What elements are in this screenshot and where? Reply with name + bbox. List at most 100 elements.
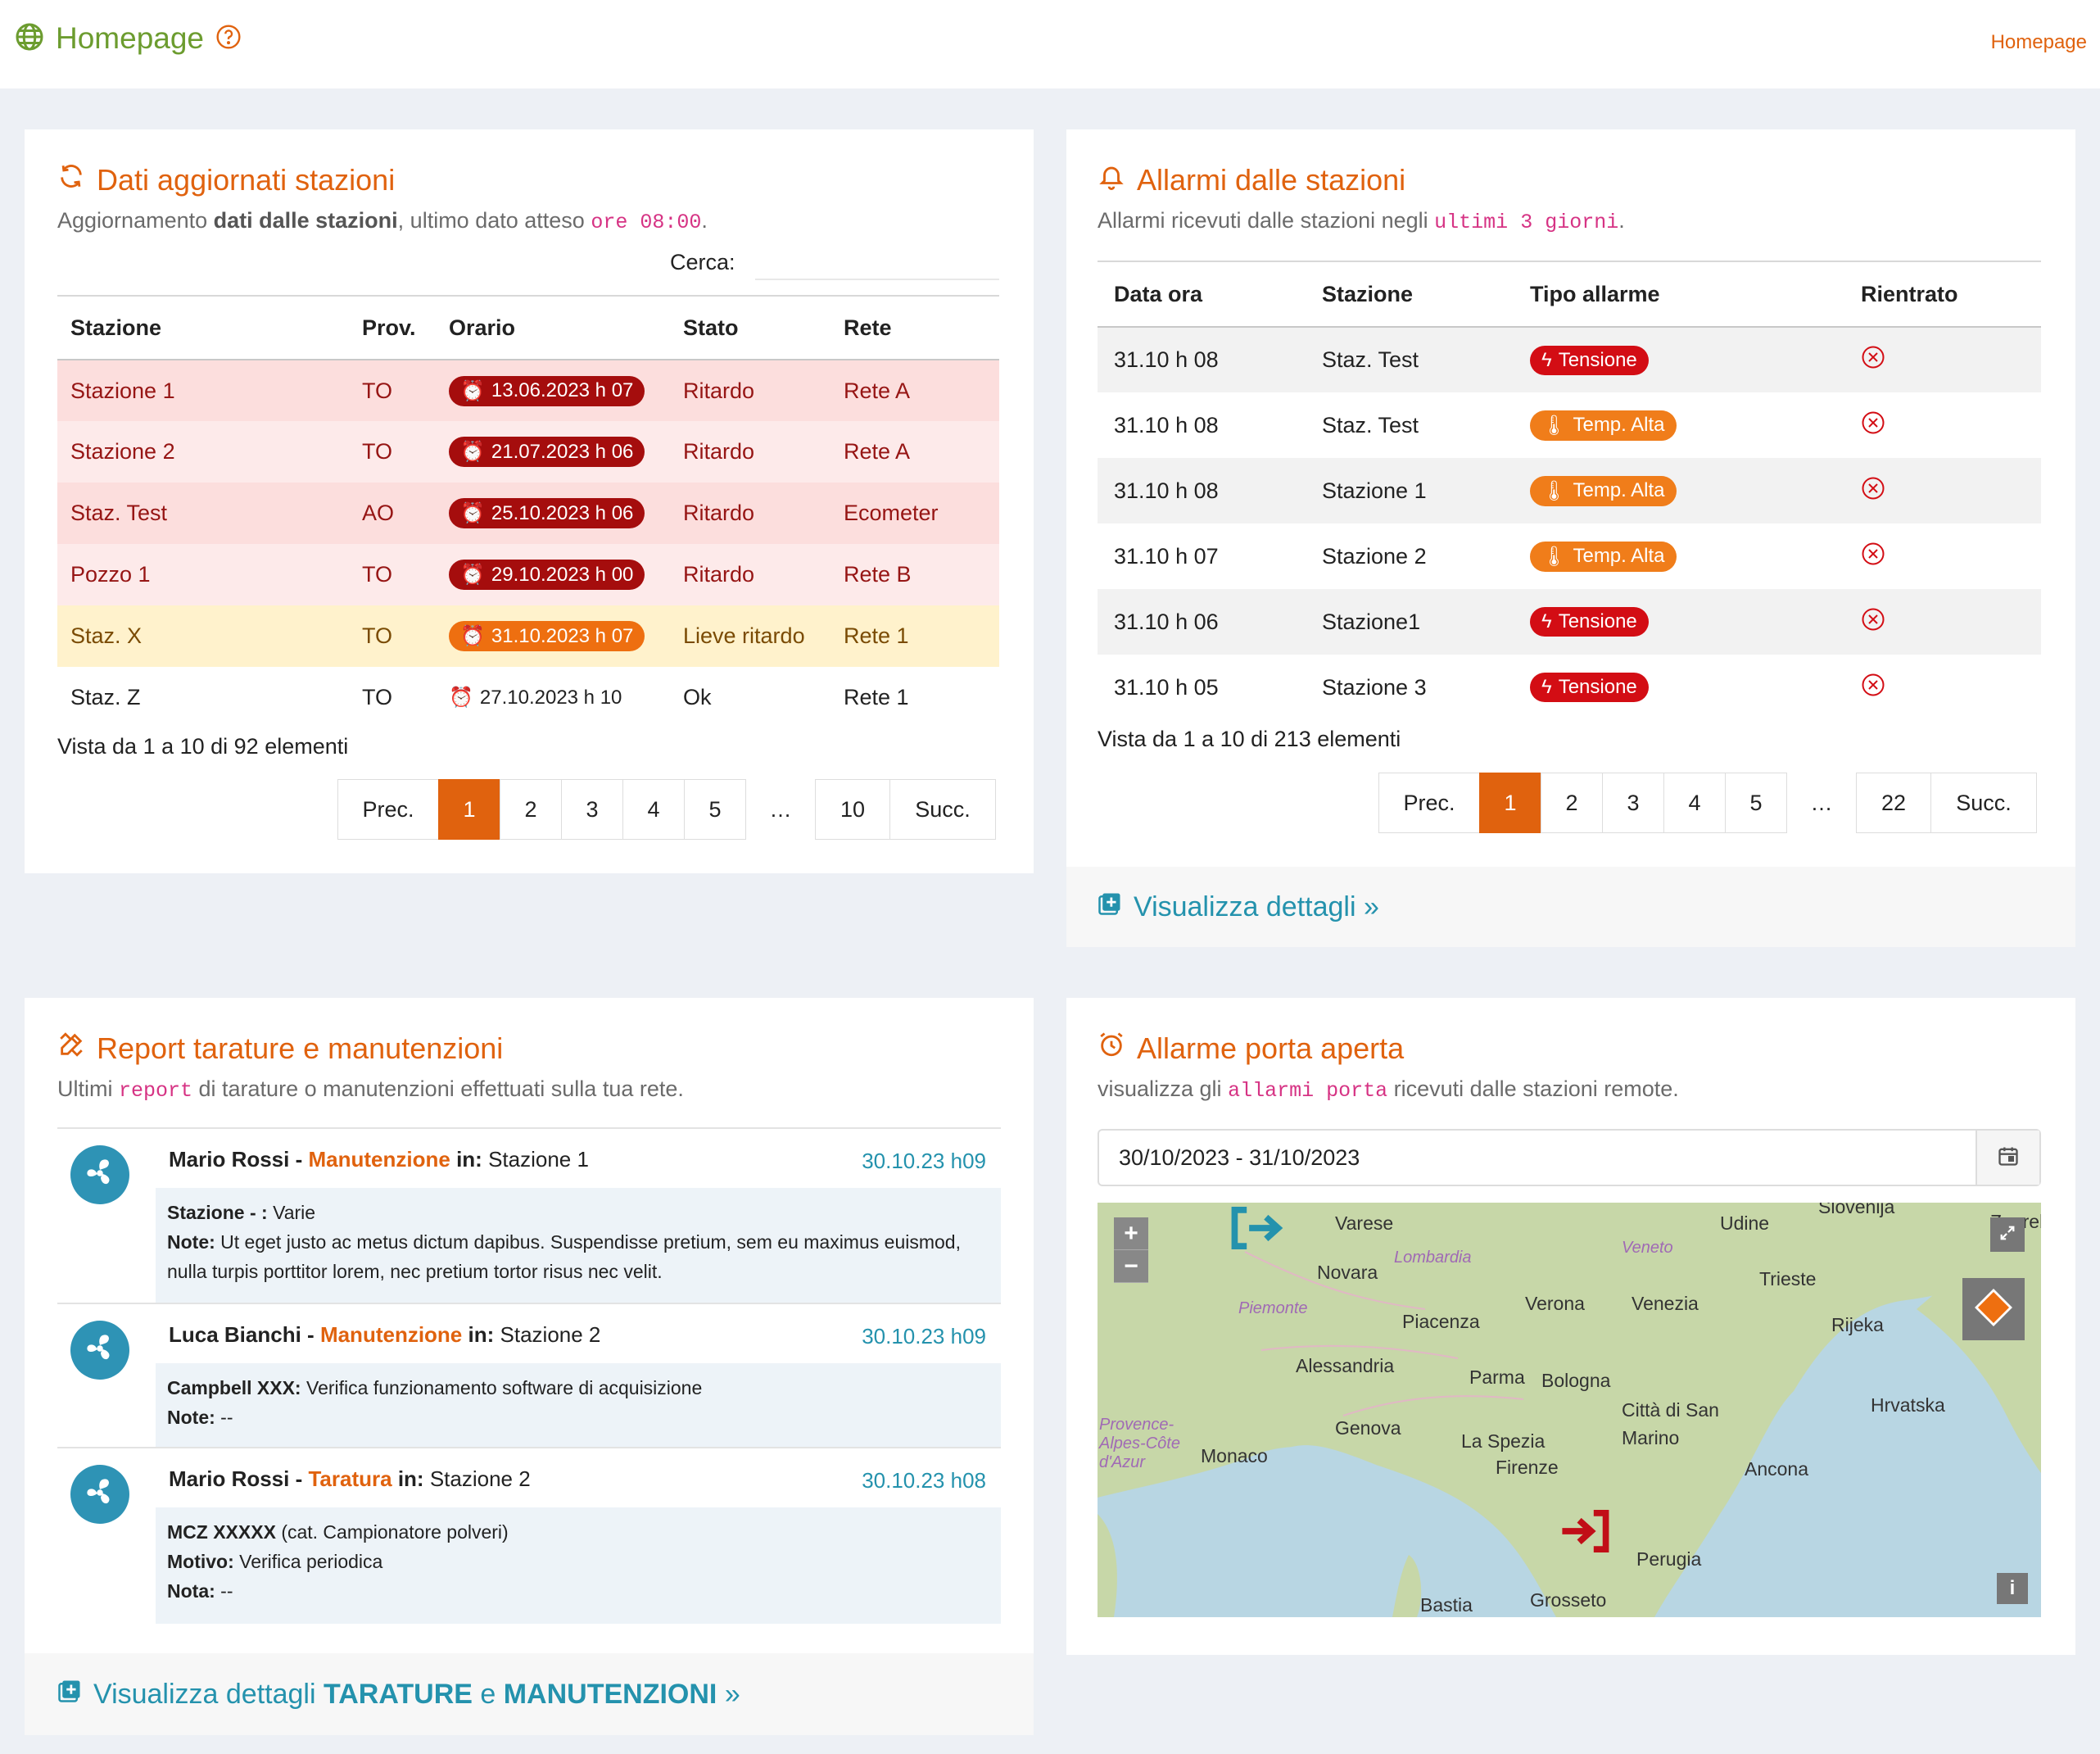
map-label: Grosseto [1530, 1589, 1607, 1611]
map[interactable]: Varese Udine Slovenija Zagreb Novara Lom… [1098, 1203, 2041, 1617]
cell-station: Stazione1 [1306, 589, 1514, 655]
table-row: 31.10 h 06 Stazione1 ϟ Tensione [1098, 589, 2041, 655]
expand-icon [1998, 1224, 2016, 1246]
pager-page-1[interactable]: 1 [438, 779, 500, 840]
pager-page-5[interactable]: 5 [684, 779, 746, 840]
reports-panel-subtitle: Ultimi report di tarature o manutenzioni… [57, 1076, 684, 1103]
breadcrumb[interactable]: Homepage [1990, 31, 2087, 53]
pager-page-10[interactable]: 10 [815, 779, 890, 840]
fullscreen-button[interactable] [1990, 1217, 2025, 1252]
pager-page-4[interactable]: 4 [1663, 773, 1726, 833]
calendar-button[interactable] [1976, 1131, 2039, 1185]
map-label: Veneto [1622, 1239, 1673, 1257]
avatar [70, 1321, 129, 1380]
cell-date: 31.10 h 08 [1114, 412, 1219, 437]
cell-state: Lieve ritardo [683, 623, 805, 648]
search-input[interactable] [755, 244, 999, 280]
table-row: Pozzo 1 TO ⏰ 29.10.2023 h 00 Ritardo Rete… [57, 544, 999, 605]
pager-next[interactable]: Succ. [889, 779, 996, 840]
cell-state: Ritardo [683, 501, 755, 525]
fan-icon [79, 1328, 120, 1373]
list-item: Luca Bianchi - Manutenzione in: Stazione… [57, 1303, 1001, 1448]
door-exit-marker-icon[interactable] [1227, 1203, 1286, 1258]
map-label: Parma [1469, 1366, 1525, 1388]
fan-icon [79, 1153, 120, 1198]
pager-page-4[interactable]: 4 [622, 779, 685, 840]
pager-page-2[interactable]: 2 [1541, 773, 1603, 833]
stations-panel-title: Dati aggiornati stazioni [57, 162, 395, 197]
reports-details-footer: Visualizza dettagli TARATURE e MANUTENZI… [25, 1653, 1034, 1735]
report-date[interactable]: 30.10.23 h09 [862, 1149, 986, 1173]
stations-pagination: Prec. 1 2 3 4 5 … 10 Succ. [337, 779, 996, 840]
reports-details-link[interactable]: Visualizza dettagli TARATURE e MANUTENZI… [93, 1678, 740, 1710]
pager-page-3[interactable]: 3 [561, 779, 623, 840]
pager-next[interactable]: Succ. [1930, 773, 2037, 833]
zoom-out-button[interactable]: − [1114, 1250, 1148, 1283]
col-data-ora[interactable]: Data ora [1098, 261, 1306, 328]
cell-station: Pozzo 1 [70, 562, 151, 587]
col-prov[interactable]: Prov. [349, 295, 436, 360]
pager-page-3[interactable]: 3 [1602, 773, 1664, 833]
col-tipo-allarme[interactable]: Tipo allarme [1514, 261, 1844, 328]
map-label: Novara [1317, 1262, 1378, 1283]
table-row: 31.10 h 08 Staz. Test ϟ Tensione [1098, 327, 2041, 392]
stations-table: Stazione Prov. Orario Stato Rete Stazion… [57, 295, 999, 728]
cell-date: 31.10 h 08 [1098, 458, 1306, 523]
cell-station: Stazione 1 [1306, 458, 1514, 523]
date-range-input[interactable]: 30/10/2023 - 31/10/2023 [1098, 1129, 2041, 1186]
date-range-value[interactable]: 30/10/2023 - 31/10/2023 [1119, 1144, 1360, 1170]
zoom-in-button[interactable]: + [1114, 1217, 1148, 1250]
alarm-type-badge: 🌡 Temp. Alta [1530, 410, 1677, 441]
alarm-type-badge: 🌡 Temp. Alta [1530, 541, 1677, 572]
map-label: Provence-Alpes-Côte d'Azur [1099, 1416, 1180, 1471]
cell-state: Ritardo [683, 439, 755, 464]
cell-station: Staz. Z [70, 685, 141, 709]
pager-page-5[interactable]: 5 [1725, 773, 1787, 833]
col-stato[interactable]: Stato [670, 295, 830, 360]
help-icon[interactable] [215, 24, 242, 54]
pager-page-1[interactable]: 1 [1479, 773, 1541, 833]
layers-button[interactable] [1962, 1278, 2025, 1340]
attribution-button[interactable]: i [1997, 1573, 2028, 1604]
alarms-table: Data ora Stazione Tipo allarme Rientrato… [1098, 261, 2041, 720]
list-item: Mario Rossi - Manutenzione in: Stazione … [57, 1127, 1001, 1304]
pager-prev[interactable]: Prec. [1378, 773, 1480, 833]
report-header: Mario Rossi - Manutenzione in: Stazione … [169, 1147, 589, 1172]
col-stazione[interactable]: Stazione [57, 295, 349, 360]
alarms-panel-title: Allarmi dalle stazioni [1098, 162, 1405, 197]
cell-state: Ritardo [683, 562, 755, 587]
map-label: Trieste [1759, 1268, 1817, 1289]
cell-net: Rete B [844, 562, 912, 587]
x-circle-icon [1861, 477, 1885, 505]
pager-page-2[interactable]: 2 [500, 779, 562, 840]
x-circle-icon [1861, 411, 1885, 440]
report-body: MCZ XXXXX (cat. Campionatore polveri) Mo… [156, 1507, 1001, 1624]
col-stazione[interactable]: Stazione [1306, 261, 1514, 328]
map-label: Ancona [1745, 1458, 1809, 1480]
cell-net: Rete A [844, 378, 911, 403]
col-orario[interactable]: Orario [436, 295, 670, 360]
alarms-details-link[interactable]: Visualizza dettagli » [1134, 891, 1379, 922]
pencil-ruler-icon [57, 1031, 85, 1066]
cell-date: 31.10 h 06 [1098, 589, 1306, 655]
map-label: Hrvatska [1871, 1394, 1945, 1416]
col-rete[interactable]: Rete [830, 295, 999, 360]
map-label: Venezia [1632, 1293, 1699, 1314]
pager-prev[interactable]: Prec. [337, 779, 439, 840]
map-label: Varese [1335, 1212, 1394, 1234]
alarm-clock-icon: ⏰ [460, 502, 485, 524]
map-label: La Spezia [1461, 1430, 1546, 1452]
x-circle-icon [1861, 608, 1885, 637]
pager-ellipsis: … [769, 796, 792, 822]
door-enter-marker-icon[interactable] [1555, 1506, 1613, 1561]
report-date[interactable]: 30.10.23 h08 [862, 1468, 986, 1493]
cell-station: Staz. Test [1322, 412, 1419, 437]
pager-page-22[interactable]: 22 [1856, 773, 1931, 833]
cell-station: Stazione 2 [1322, 543, 1427, 569]
report-date[interactable]: 30.10.23 h09 [862, 1324, 986, 1348]
map-label: Bologna [1541, 1370, 1611, 1391]
time-badge: ⏰ 29.10.2023 h 00 [449, 560, 645, 590]
time-badge: ⏰ 27.10.2023 h 10 [449, 686, 622, 709]
alarm-type-badge: 🌡 Temp. Alta [1530, 475, 1677, 506]
col-rientrato[interactable]: Rientrato [1844, 261, 2041, 328]
